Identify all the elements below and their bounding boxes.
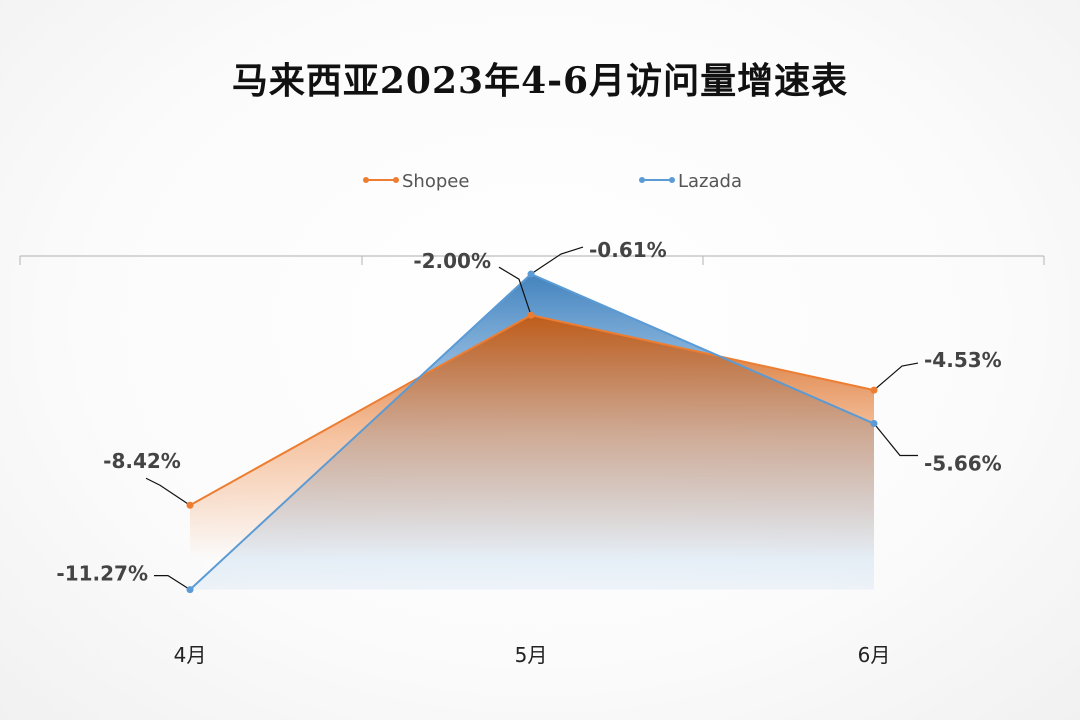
chart-title: 马来西亚2023年4-6月访问量增速表 bbox=[231, 60, 849, 102]
legend-swatch-marker bbox=[639, 177, 645, 183]
label-leaders bbox=[145, 246, 919, 591]
data-label-leader bbox=[530, 246, 584, 275]
legend: Shopee Lazada bbox=[363, 171, 742, 192]
legend-swatch-marker bbox=[393, 177, 399, 183]
data-label-leader bbox=[145, 477, 191, 506]
legend-label: Shopee bbox=[402, 171, 469, 192]
area-shopee bbox=[190, 315, 874, 560]
tick-labels: 4月 5月 6月 bbox=[174, 643, 891, 667]
data-label-shopee: -8.42% bbox=[103, 449, 181, 473]
data-labels: -8.42% -2.00% -4.53% -11.27% -0.61% -5.66% bbox=[56, 238, 1001, 586]
data-label-leader bbox=[873, 423, 918, 457]
x-tick-label: 5月 bbox=[515, 643, 548, 667]
data-point-shopee bbox=[870, 386, 878, 394]
legend-item-lazada: Lazada bbox=[639, 171, 742, 192]
data-point-lazada bbox=[186, 586, 194, 594]
data-label-shopee: -4.53% bbox=[924, 348, 1002, 372]
data-label-leader bbox=[154, 574, 191, 591]
legend-swatch-marker bbox=[669, 177, 675, 183]
x-tick-label: 6月 bbox=[858, 643, 891, 667]
data-point-lazada bbox=[870, 420, 878, 428]
data-label-lazada: -5.66% bbox=[924, 452, 1002, 476]
data-label-lazada: -0.61% bbox=[589, 238, 667, 262]
legend-item-shopee: Shopee bbox=[363, 171, 469, 192]
series-points bbox=[186, 270, 878, 594]
data-point-lazada bbox=[527, 270, 535, 278]
legend-label: Lazada bbox=[678, 171, 742, 192]
x-tick-label: 4月 bbox=[174, 643, 207, 667]
data-point-shopee bbox=[527, 311, 535, 319]
area-layer bbox=[190, 274, 874, 590]
data-point-shopee bbox=[186, 501, 194, 509]
legend-swatch-marker bbox=[363, 177, 369, 183]
x-axis bbox=[19, 255, 1045, 265]
data-label-leader bbox=[498, 266, 532, 316]
data-label-leader bbox=[873, 362, 919, 391]
data-label-lazada: -11.27% bbox=[56, 562, 148, 586]
data-label-shopee: -2.00% bbox=[413, 249, 491, 273]
